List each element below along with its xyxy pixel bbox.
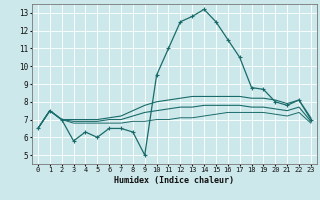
X-axis label: Humidex (Indice chaleur): Humidex (Indice chaleur) [115, 176, 234, 185]
